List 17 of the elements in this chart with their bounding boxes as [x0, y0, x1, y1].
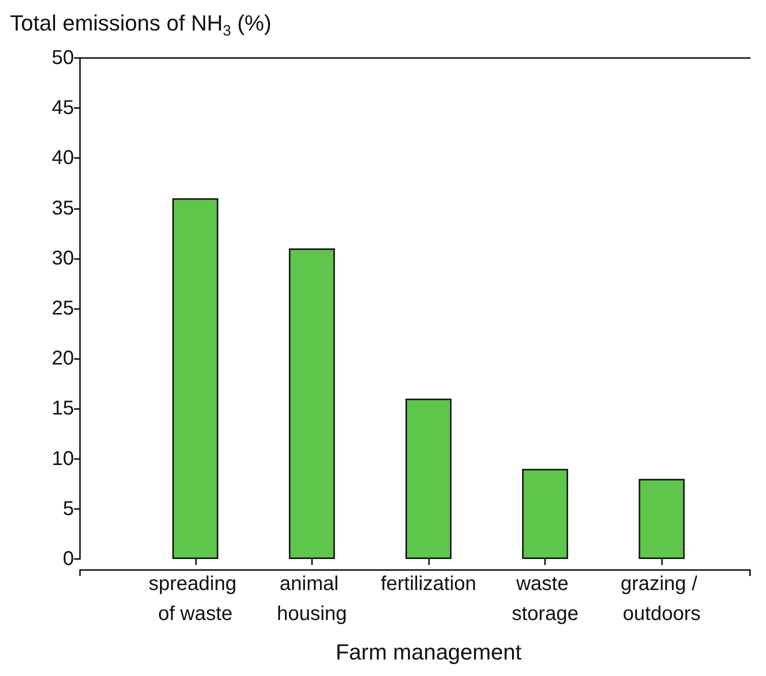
y-tick-label: 25: [52, 298, 74, 320]
y-tick-label: 5: [62, 498, 74, 520]
y-tick-label: 40: [52, 147, 74, 170]
x-tick-label: grazing / outdoors: [620, 573, 703, 625]
x-tick-label: animal housing: [276, 573, 347, 625]
y-tick-label: 30: [52, 247, 74, 270]
y-tick-label: 50: [52, 47, 74, 69]
x-tick-label: fertilization: [380, 573, 476, 595]
y-tick-label: 10: [52, 448, 74, 470]
y-tick-label: 0: [62, 548, 74, 570]
x-axis-title: Farm management: [336, 640, 522, 664]
y-tick-label: 20: [52, 348, 74, 370]
y-tick-label: 15: [52, 398, 74, 420]
x-tick-label: spreading of waste: [148, 573, 242, 625]
y-tick-label: 45: [52, 97, 74, 120]
y-tick-label: 35: [52, 197, 74, 220]
x-tick-label: waste storage: [512, 573, 578, 625]
